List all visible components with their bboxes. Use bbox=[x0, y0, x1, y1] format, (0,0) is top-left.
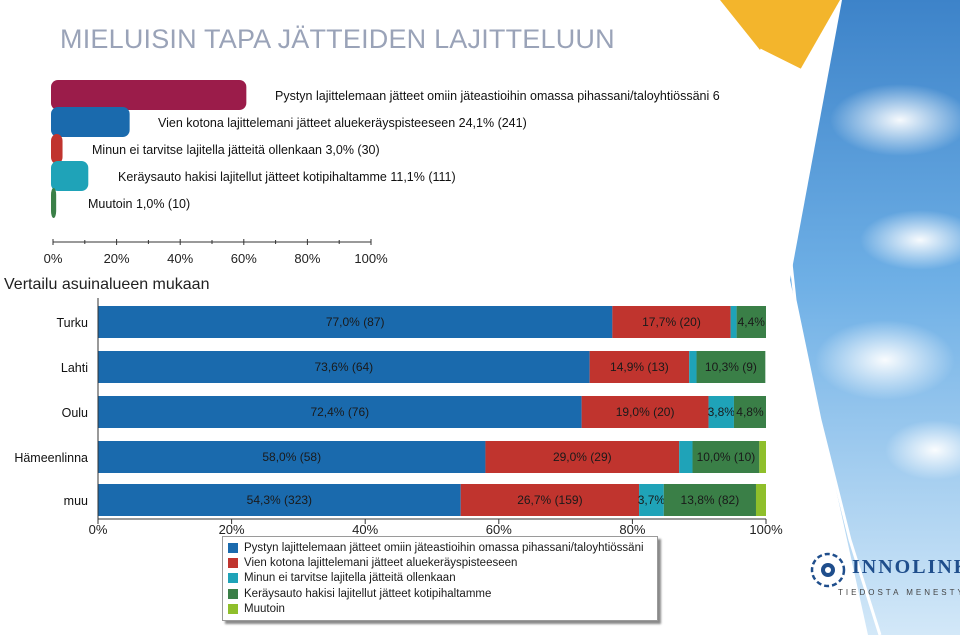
category-label: Turku bbox=[57, 316, 89, 330]
stacked-bar-segment bbox=[733, 396, 766, 428]
stacked-bar-segment bbox=[98, 351, 590, 383]
bar-data-label: Vien kotona lajittelemani jätteet alueke… bbox=[158, 116, 527, 130]
stacked-bar-segment bbox=[485, 441, 680, 473]
x-tick-label: 40% bbox=[352, 522, 378, 537]
innolink-logo-icon bbox=[810, 552, 846, 588]
stacked-bar-segment bbox=[589, 351, 690, 383]
legend-label: Keräysauto hakisi lajitellut jätteet kot… bbox=[244, 587, 492, 600]
segment-data-label: 19,0% (20) bbox=[616, 405, 675, 419]
segment-data-label: 54,3% (323) bbox=[247, 493, 312, 507]
segment-data-label: 58,0% (58) bbox=[262, 450, 321, 464]
stacked-bar-segment bbox=[98, 441, 486, 473]
x-tick-label: 100% bbox=[749, 522, 783, 537]
stacked-bar-segment bbox=[689, 351, 697, 383]
legend-item: Muutoin bbox=[228, 602, 653, 617]
x-tick-label: 80% bbox=[294, 251, 320, 266]
x-tick-label: 60% bbox=[486, 522, 512, 537]
legend-item: Pystyn lajittelemaan jätteet omiin jätea… bbox=[228, 540, 653, 555]
legend-label: Pystyn lajittelemaan jätteet omiin jätea… bbox=[244, 541, 644, 554]
segment-data-label: 29,0% (29) bbox=[553, 450, 612, 464]
x-tick-label: 60% bbox=[231, 251, 257, 266]
legend-label: Minun ei tarvitse lajitella jätteitä oll… bbox=[244, 572, 456, 585]
bar-data-label: Pystyn lajittelemaan jätteet omiin jätea… bbox=[275, 89, 720, 103]
x-tick-label: 40% bbox=[167, 251, 193, 266]
segment-data-label: 17,7% (20) bbox=[642, 315, 701, 329]
segment-data-label: 10,0% (10) bbox=[697, 450, 756, 464]
legend-swatch bbox=[228, 604, 238, 615]
stacked-bar-segment bbox=[581, 396, 709, 428]
stacked-bar-segment bbox=[612, 306, 731, 338]
stacked-bar-segment bbox=[639, 484, 664, 516]
logo-name: INNOLINK bbox=[852, 556, 960, 578]
bar bbox=[51, 161, 89, 191]
x-tick-label: 20% bbox=[219, 522, 245, 537]
legend-swatch bbox=[228, 558, 238, 569]
stacked-bar-segment bbox=[679, 441, 693, 473]
stacked-bar-segment bbox=[708, 396, 734, 428]
bar-data-label: Minun ei tarvitse lajitella jätteitä oll… bbox=[92, 143, 380, 157]
category-label: Oulu bbox=[62, 406, 88, 420]
legend-item: Vien kotona lajittelemani jätteet alueke… bbox=[228, 555, 653, 570]
x-tick-label: 80% bbox=[619, 522, 645, 537]
logo-tagline: TIEDOSTA MENESTYS bbox=[838, 588, 960, 597]
bar-data-label: Muutoin 1,0% (10) bbox=[88, 197, 190, 211]
x-tick-label: 20% bbox=[104, 251, 130, 266]
x-tick-label: 0% bbox=[44, 251, 63, 266]
legend-swatch bbox=[228, 573, 238, 584]
segment-data-label: 3,7% bbox=[638, 493, 666, 507]
segment-data-label: 14,9% (13) bbox=[610, 360, 669, 374]
segment-data-label: 4,4% bbox=[738, 315, 766, 329]
innolink-logo: INNOLINK TIEDOSTA MENESTYS bbox=[808, 548, 960, 608]
area-comparison-chart: Turku 77,0% (87) 17,7% (20) 4,4% Lahti 73,6% … bbox=[14, 298, 783, 537]
stacked-bar-segment bbox=[696, 351, 766, 383]
stacked-bar-segment bbox=[759, 441, 766, 473]
stacked-bar-segment bbox=[755, 484, 766, 516]
legend-swatch bbox=[228, 588, 238, 599]
comparison-section-label: Vertailu asuinalueen mukaan bbox=[4, 276, 210, 293]
category-label: Lahti bbox=[61, 361, 88, 375]
legend-item: Keräysauto hakisi lajitellut jätteet kot… bbox=[228, 586, 653, 601]
segment-data-label: 72,4% (76) bbox=[310, 405, 369, 419]
segment-data-label: 26,7% (159) bbox=[517, 493, 582, 507]
stacked-bar-segment bbox=[692, 441, 760, 473]
legend-swatch bbox=[228, 542, 238, 553]
legend-label: Muutoin bbox=[244, 603, 285, 616]
stacked-bar-segment bbox=[730, 306, 737, 338]
segment-data-label: 13,8% (82) bbox=[681, 493, 740, 507]
segment-data-label: 4,8% bbox=[736, 405, 764, 419]
category-label: muu bbox=[64, 494, 88, 508]
bar bbox=[51, 134, 63, 164]
bar-data-label: Keräysauto hakisi lajitellut jätteet kot… bbox=[118, 170, 456, 184]
decorative-graphic bbox=[720, 0, 960, 635]
legend-label: Vien kotona lajittelemani jätteet alueke… bbox=[244, 557, 518, 570]
x-tick-label: 0% bbox=[89, 522, 108, 537]
x-tick-label: 100% bbox=[354, 251, 388, 266]
chart-legend: Pystyn lajittelemaan jätteet omiin jätea… bbox=[222, 536, 658, 621]
overall-preference-chart: Pystyn lajittelemaan jätteet omiin jätea… bbox=[44, 80, 720, 266]
segment-data-label: 10,3% (9) bbox=[705, 360, 757, 374]
stacked-bar-segment bbox=[736, 306, 766, 338]
stacked-bar-segment bbox=[663, 484, 756, 516]
stacked-bar-segment bbox=[460, 484, 640, 516]
segment-data-label: 77,0% (87) bbox=[326, 315, 385, 329]
stacked-bar-segment bbox=[98, 306, 613, 338]
bar bbox=[51, 188, 57, 218]
bar bbox=[51, 107, 130, 137]
category-label: Hämeenlinna bbox=[14, 451, 88, 465]
segment-data-label: 73,6% (64) bbox=[314, 360, 373, 374]
bar bbox=[51, 80, 247, 110]
stacked-bar-segment bbox=[98, 484, 461, 516]
decorative-sky-panel bbox=[720, 0, 960, 635]
segment-data-label: 3,8% bbox=[708, 405, 736, 419]
stacked-bar-segment bbox=[98, 396, 582, 428]
legend-item: Minun ei tarvitse lajitella jätteitä oll… bbox=[228, 571, 653, 586]
page-title: MIELUISIN TAPA JÄTTEIDEN LAJITTELUUN bbox=[60, 24, 615, 54]
